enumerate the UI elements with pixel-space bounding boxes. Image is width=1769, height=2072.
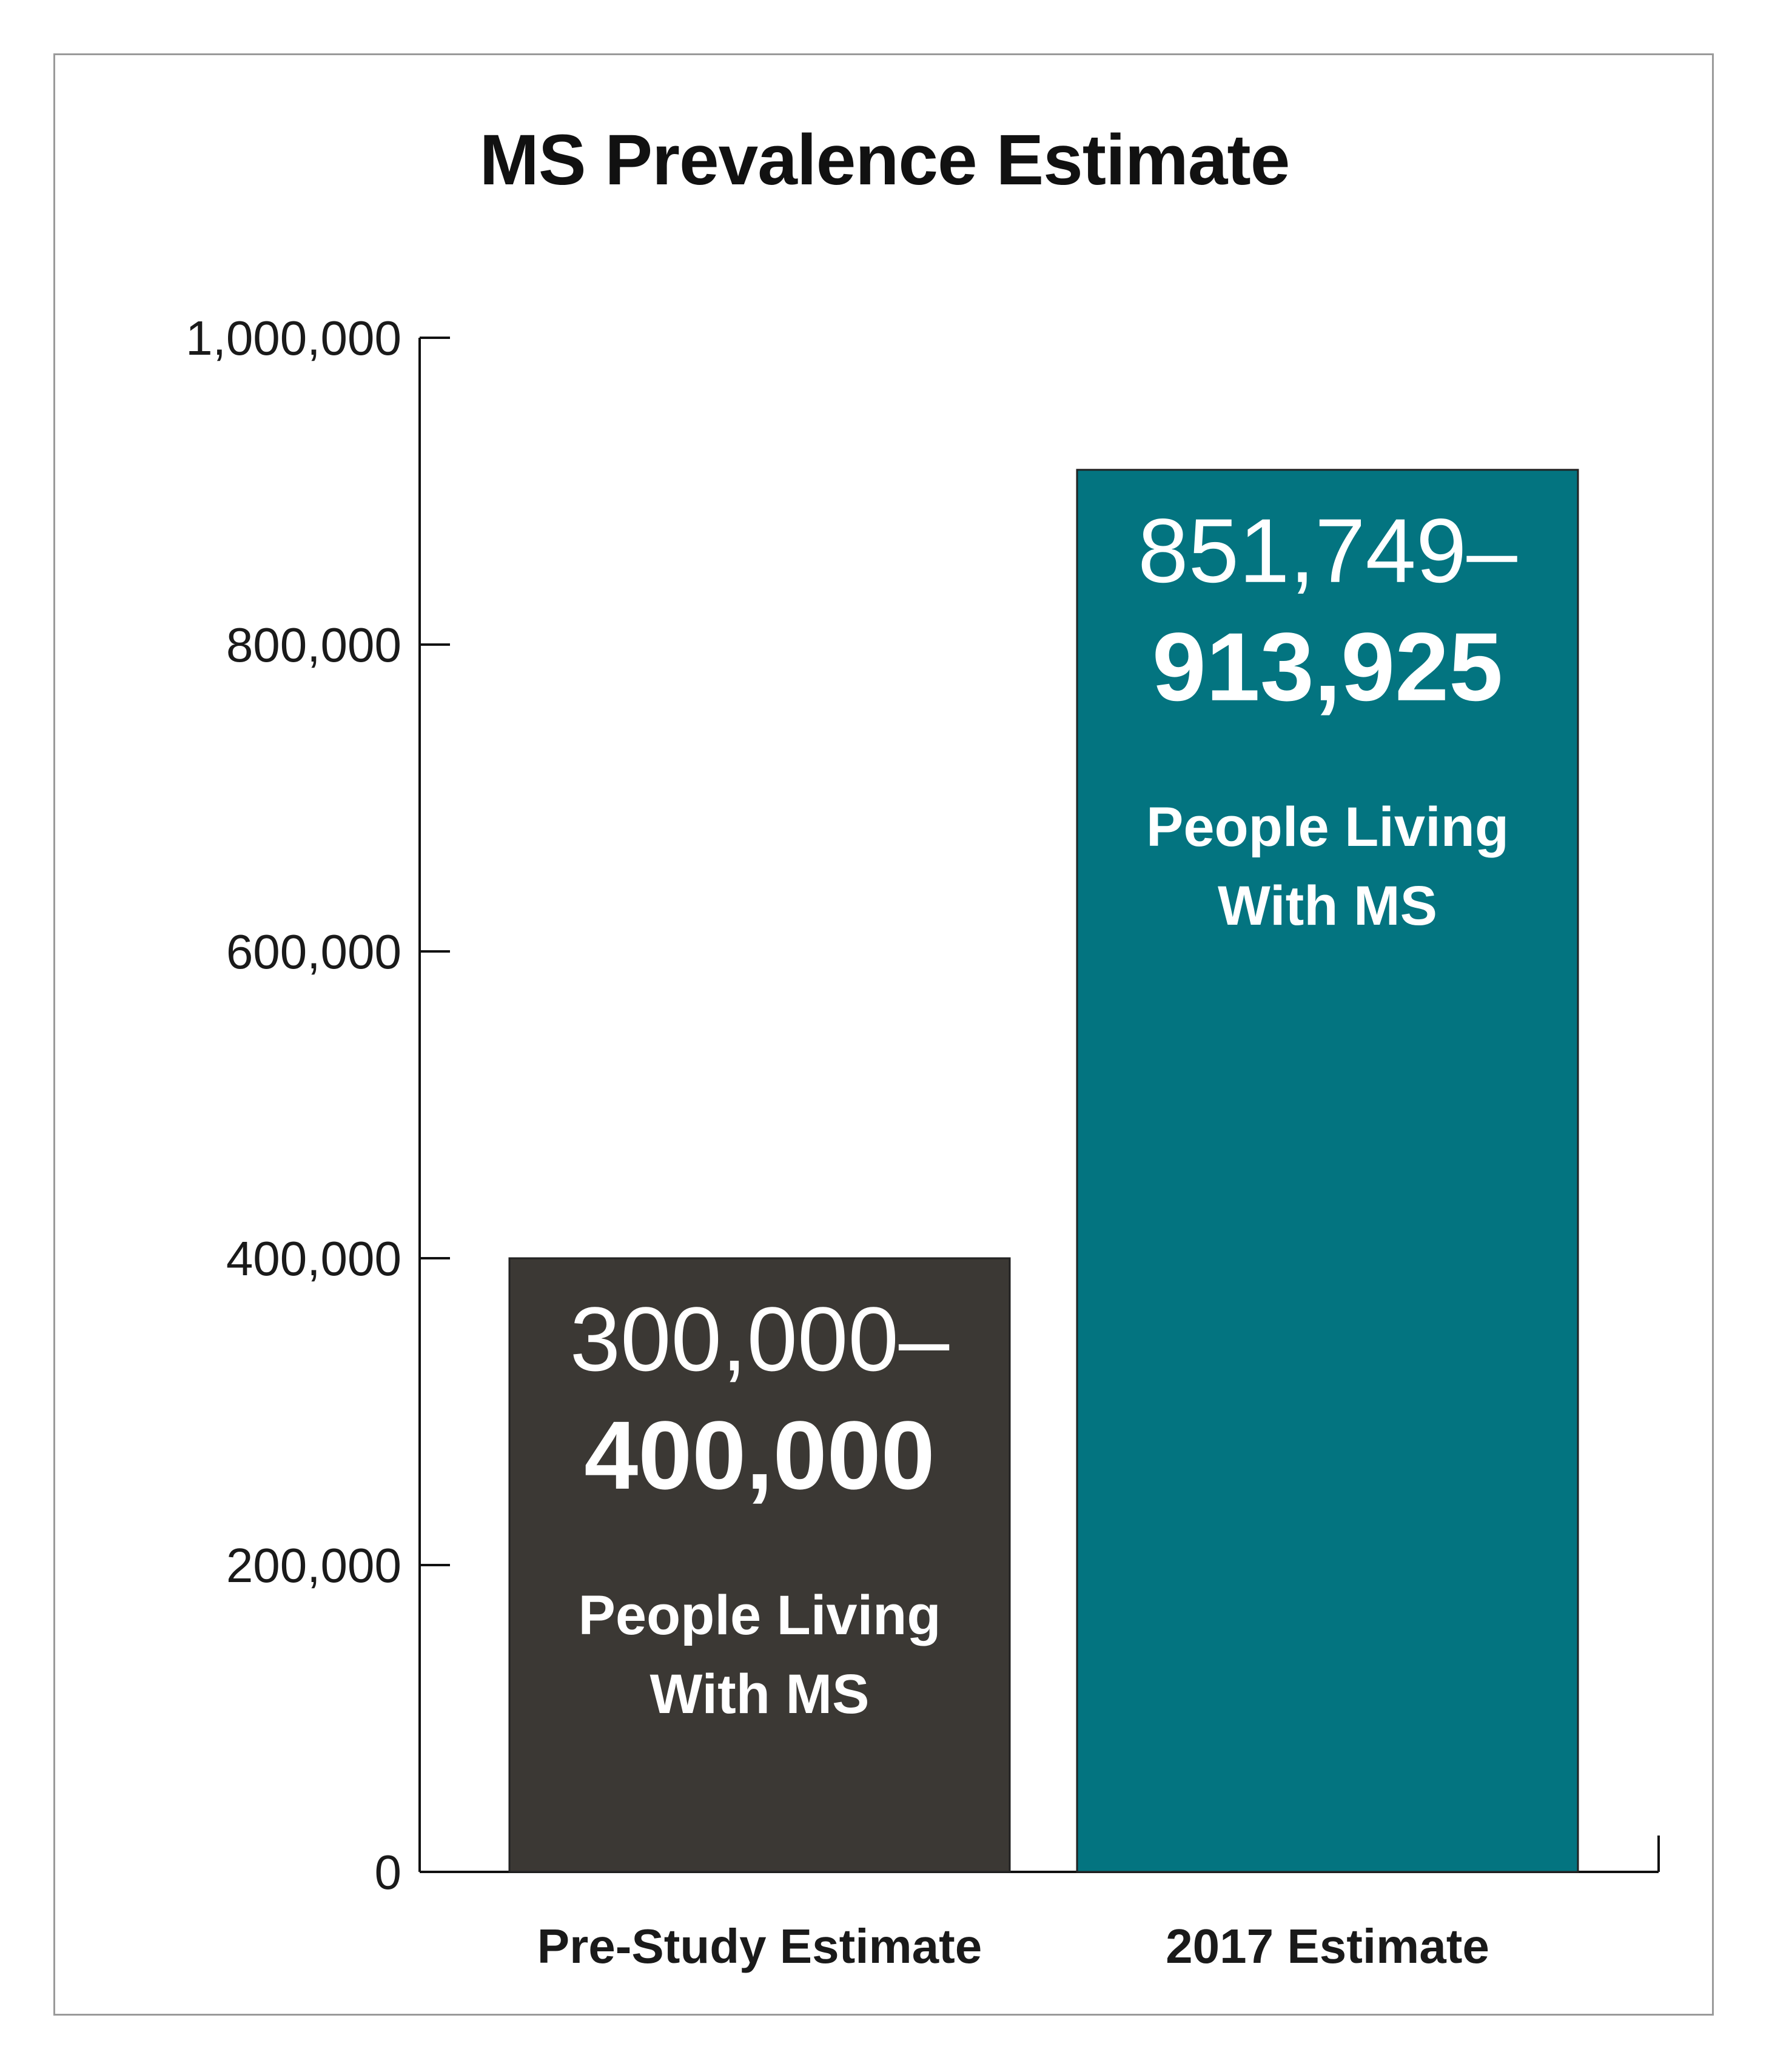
category-label: 2017 Estimate — [1166, 1919, 1489, 1973]
bar — [1076, 469, 1579, 1873]
range-low-label: 851,749– — [1138, 500, 1517, 602]
labels: Pre-Study Estimate 300,000– 400,000 People … — [537, 500, 1518, 1973]
chart-title: MS Prevalence Estimate — [479, 120, 1291, 200]
caption-line-2: With MS — [650, 1663, 870, 1725]
caption-line-1: People Living — [1146, 796, 1509, 858]
y-tick-label: 1,000,000 — [186, 311, 401, 365]
y-tick-label: 0 — [375, 1845, 402, 1899]
range-high-label: 400,000 — [584, 1401, 935, 1509]
chart-frame — [53, 53, 1714, 2016]
bars — [508, 469, 1579, 1873]
y-tick-label: 200,000 — [226, 1538, 401, 1592]
bar — [508, 1257, 1011, 1873]
y-tick-label: 800,000 — [226, 618, 401, 672]
caption-line-2: With MS — [1218, 875, 1437, 937]
range-low-label: 300,000– — [570, 1288, 950, 1390]
caption-line-1: People Living — [578, 1584, 941, 1646]
range-high-label: 913,925 — [1152, 612, 1503, 721]
y-tick-label: 600,000 — [226, 925, 401, 979]
y-tick-label: 400,000 — [226, 1232, 401, 1286]
category-label: Pre-Study Estimate — [537, 1919, 982, 1973]
axes: 0 200,000 400,000 600,000 800,000 1,000,000 — [186, 311, 1660, 1899]
